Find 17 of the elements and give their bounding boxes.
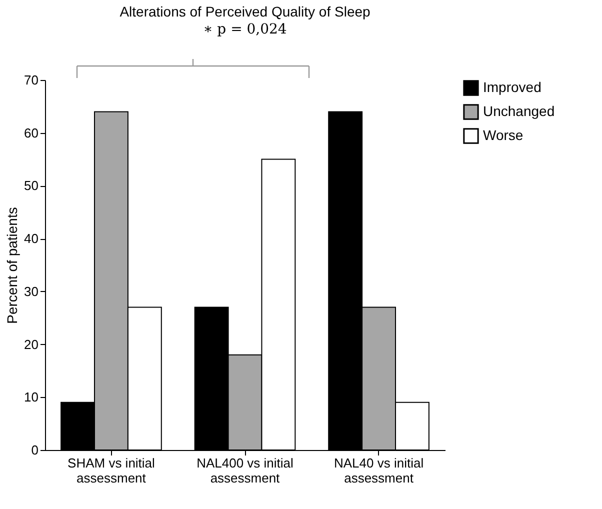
legend-label: Worse bbox=[483, 127, 524, 143]
y-tick-label: 20 bbox=[24, 336, 38, 352]
legend-label: Improved bbox=[483, 79, 542, 95]
x-tick-label: SHAM vs initial assessment bbox=[68, 456, 156, 486]
legend-label: Unchanged bbox=[483, 103, 555, 119]
x-tick-label: NAL40 vs initial assessment bbox=[334, 456, 424, 486]
y-tick-label: 30 bbox=[24, 284, 38, 299]
y-tick-label: 10 bbox=[24, 390, 38, 405]
y-tick-label: 0 bbox=[31, 442, 38, 458]
y-tick-label: 40 bbox=[24, 231, 38, 246]
y-tick-label: 50 bbox=[24, 178, 38, 194]
y-tick-label: 70 bbox=[24, 72, 38, 88]
y-axis-title: Percent of patients bbox=[4, 207, 20, 324]
text: ∗ p = 0,024 bbox=[203, 21, 287, 38]
chart-title: Alterations of Perceived Quality of Sleep bbox=[120, 3, 371, 20]
y-tick-label: 60 bbox=[24, 125, 38, 140]
x-tick-label: NAL400 vs initial assessment bbox=[196, 456, 294, 486]
